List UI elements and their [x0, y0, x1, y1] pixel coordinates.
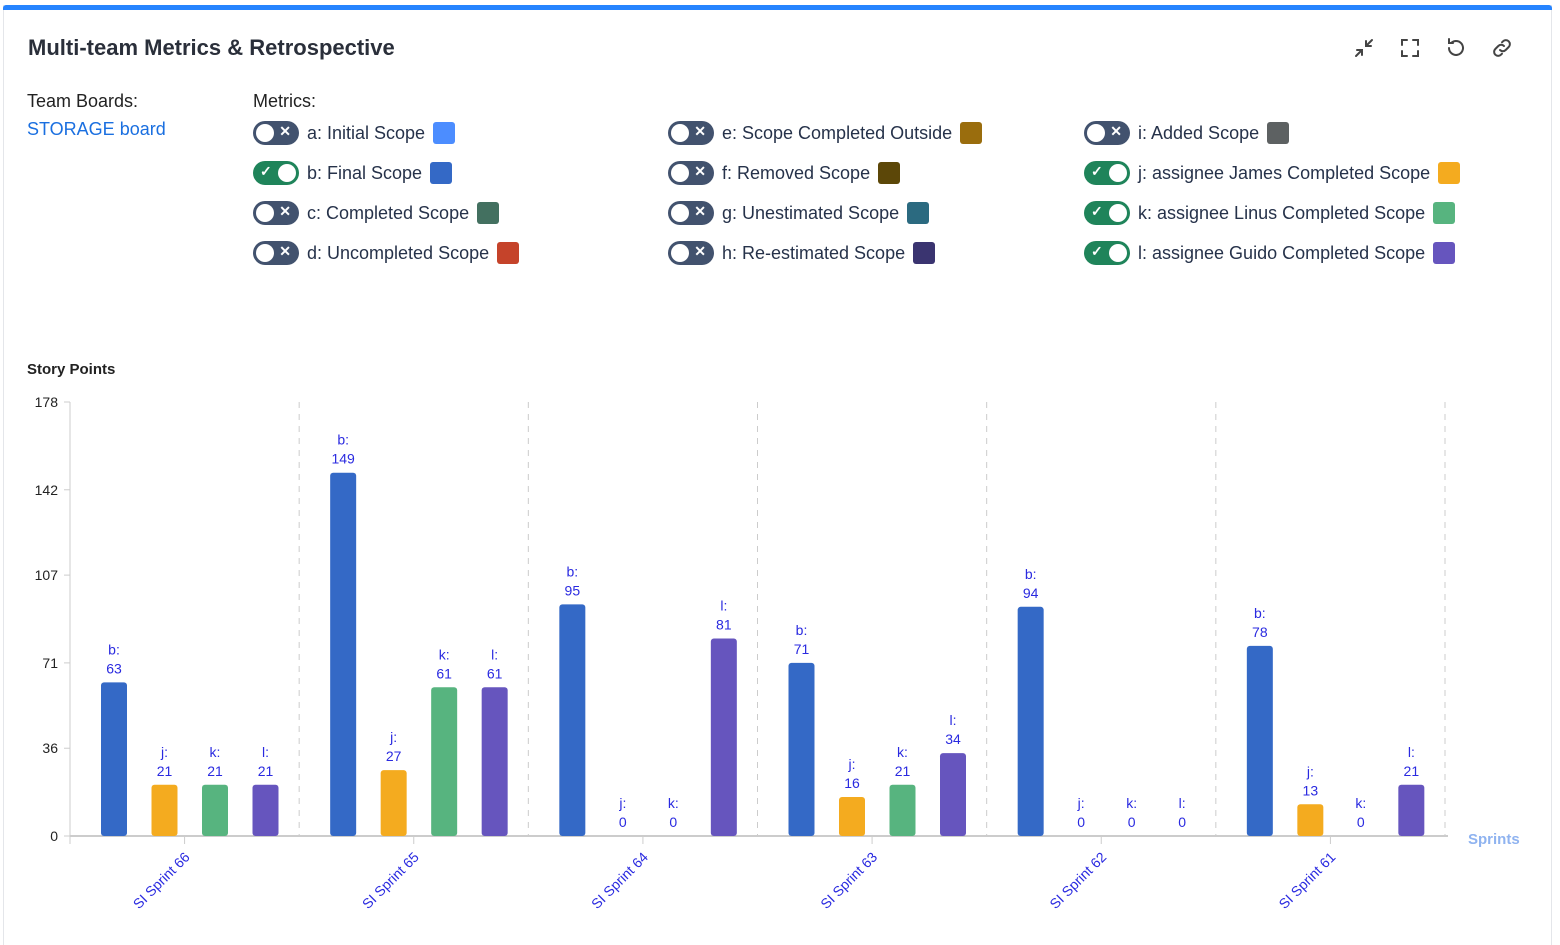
refresh-icon[interactable]	[1444, 36, 1468, 60]
metric-label: i: Added Scope	[1138, 122, 1260, 143]
metric-item: ✕ e: Scope Completed Outside	[668, 120, 983, 146]
metric-toggle[interactable]: ✓	[1084, 241, 1130, 265]
metric-item: ✕ g: Unestimated Scope	[668, 200, 930, 226]
card-accent-bar	[3, 5, 1552, 10]
collapse-icon[interactable]	[1352, 36, 1376, 60]
metric-toggle[interactable]: ✕	[668, 201, 714, 225]
metric-color-swatch	[1433, 202, 1456, 224]
toolbar	[1352, 36, 1514, 60]
toggle-knob	[256, 244, 274, 262]
metric-label: a: Initial Scope	[307, 122, 426, 143]
metric-label: h: Re-estimated Scope	[722, 242, 906, 263]
metric-item: ✕ d: Uncompleted Scope	[253, 240, 520, 266]
metric-item: ✕ a: Initial Scope	[253, 120, 456, 146]
metric-toggle[interactable]: ✕	[668, 121, 714, 145]
metric-label: k: assignee Linus Completed Scope	[1138, 202, 1426, 223]
check-icon: ✓	[1091, 203, 1103, 219]
metric-color-swatch	[433, 122, 456, 144]
metric-color-swatch	[878, 162, 901, 184]
metric-toggle[interactable]: ✕	[668, 241, 714, 265]
metric-item: ✓ k: assignee Linus Completed Scope	[1084, 200, 1456, 226]
toggle-knob	[1109, 244, 1127, 262]
metric-color-swatch	[907, 202, 930, 224]
metric-label: d: Uncompleted Scope	[307, 242, 490, 263]
fullscreen-icon[interactable]	[1398, 36, 1422, 60]
x-icon: ✕	[279, 203, 291, 219]
metric-item: ✕ f: Removed Scope	[668, 160, 901, 186]
toggle-knob	[671, 204, 689, 222]
toggle-knob	[671, 164, 689, 182]
board-link-storage[interactable]: STORAGE board	[27, 119, 166, 139]
toggle-knob	[278, 164, 296, 182]
metric-item: ✓ j: assignee James Completed Scope	[1084, 160, 1461, 186]
metric-toggle[interactable]: ✓	[1084, 201, 1130, 225]
metric-toggle[interactable]: ✕	[253, 241, 299, 265]
metric-label: l: assignee Guido Completed Scope	[1138, 242, 1426, 263]
x-icon: ✕	[279, 243, 291, 259]
metric-toggle[interactable]: ✓	[253, 161, 299, 185]
metric-label: b: Final Scope	[307, 162, 423, 183]
metrics-label: Metrics:	[253, 91, 316, 111]
metric-color-swatch	[1267, 122, 1290, 144]
link-icon[interactable]	[1490, 36, 1514, 60]
x-icon: ✕	[694, 243, 706, 259]
metric-color-swatch	[477, 202, 500, 224]
metric-color-swatch	[913, 242, 936, 264]
metric-item: ✕ i: Added Scope	[1084, 120, 1290, 146]
metric-color-swatch	[1438, 162, 1461, 184]
metric-item: ✓ l: assignee Guido Completed Scope	[1084, 240, 1456, 266]
x-icon: ✕	[279, 123, 291, 139]
team-boards-label: Team Boards:	[27, 91, 139, 111]
metric-label: c: Completed Scope	[307, 202, 470, 223]
x-icon: ✕	[1110, 123, 1122, 139]
metric-color-swatch	[1433, 242, 1456, 264]
toggle-knob	[1109, 204, 1127, 222]
metric-toggle[interactable]: ✓	[1084, 161, 1130, 185]
check-icon: ✓	[260, 163, 272, 179]
metric-toggle[interactable]: ✕	[253, 201, 299, 225]
metric-toggle[interactable]: ✕	[668, 161, 714, 185]
metric-color-swatch	[497, 242, 520, 264]
metric-toggle[interactable]: ✕	[253, 121, 299, 145]
metric-color-swatch	[430, 162, 453, 184]
metric-label: e: Scope Completed Outside	[722, 122, 953, 143]
toggle-knob	[671, 124, 689, 142]
toggle-knob	[256, 124, 274, 142]
page-title: Multi-team Metrics & Retrospective	[28, 35, 395, 60]
metric-toggle[interactable]: ✕	[1084, 121, 1130, 145]
metric-color-swatch	[960, 122, 983, 144]
metric-label: j: assignee James Completed Scope	[1138, 162, 1431, 183]
metric-item: ✕ h: Re-estimated Scope	[668, 240, 936, 266]
x-icon: ✕	[694, 163, 706, 179]
x-icon: ✕	[694, 203, 706, 219]
toggle-knob	[1109, 164, 1127, 182]
check-icon: ✓	[1091, 163, 1103, 179]
check-icon: ✓	[1091, 243, 1103, 259]
toggle-knob	[256, 204, 274, 222]
metric-label: g: Unestimated Scope	[722, 202, 900, 223]
toggle-knob	[671, 244, 689, 262]
metric-label: f: Removed Scope	[722, 162, 871, 183]
metric-item: ✕ c: Completed Scope	[253, 200, 500, 226]
x-icon: ✕	[694, 123, 706, 139]
metric-item: ✓ b: Final Scope	[253, 160, 453, 186]
toggle-knob	[1087, 124, 1105, 142]
metrics-card	[3, 5, 1552, 945]
